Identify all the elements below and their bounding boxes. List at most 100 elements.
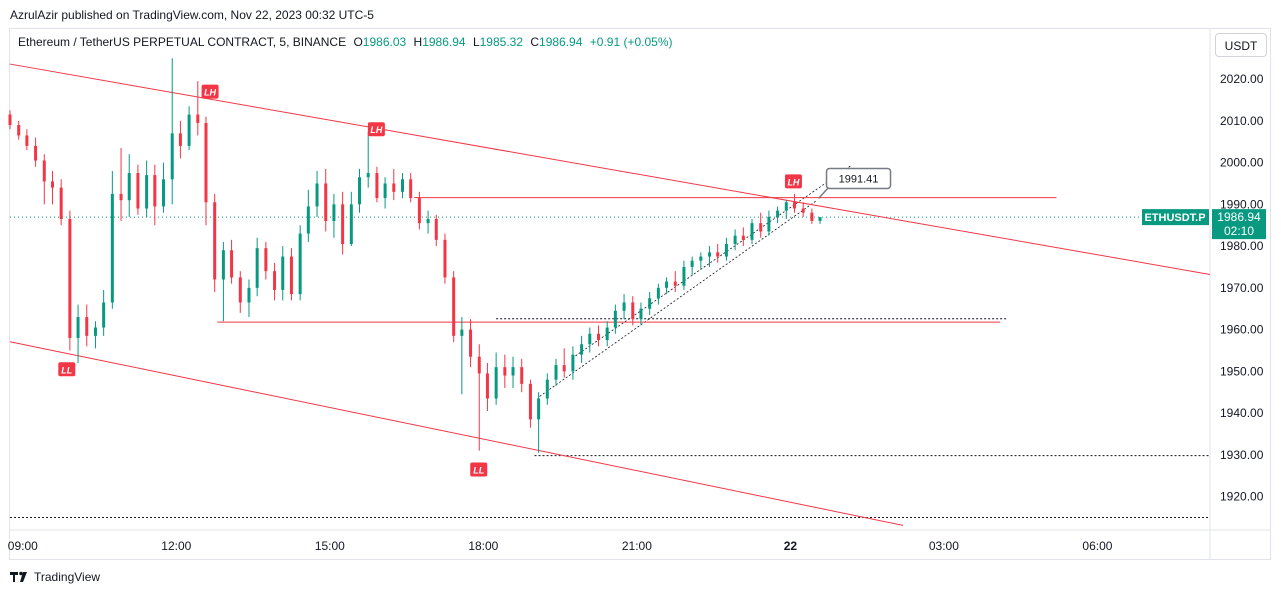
candle-body[interactable] [554,365,558,380]
candle-body[interactable] [273,271,277,290]
candle-body[interactable] [571,354,575,372]
candle-body[interactable] [520,367,524,384]
candle-body[interactable] [400,179,404,192]
candle-body[interactable] [178,133,182,146]
candle-body[interactable] [631,302,635,320]
candle-body[interactable] [417,198,421,224]
candle-body[interactable] [221,250,225,280]
currency-button[interactable]: USDT [1215,33,1267,57]
candle-body[interactable] [42,160,46,182]
candle-body[interactable] [605,327,609,341]
candle-body[interactable] [716,252,720,257]
candle-body[interactable] [68,218,72,338]
candle-body[interactable] [759,223,763,232]
candle-body[interactable] [136,173,140,209]
candle-body[interactable] [434,218,438,240]
candle-body[interactable] [673,281,677,286]
candle-body[interactable] [332,204,336,222]
candle-body[interactable] [50,181,54,188]
symbol-title[interactable]: Ethereum / TetherUS PERPETUAL CONTRACT, … [18,35,347,49]
candle-body[interactable] [341,204,345,245]
candle-body[interactable] [708,252,712,257]
candle-body[interactable] [648,298,652,309]
tradingview-brand[interactable]: TradingView [10,570,100,584]
candle-body[interactable] [588,333,592,345]
candle-body[interactable] [162,179,166,207]
candle-body[interactable] [409,179,413,199]
candle-body[interactable] [776,210,780,217]
candle-body[interactable] [639,308,643,320]
candle-body[interactable] [613,310,617,328]
candle-body[interactable] [170,133,174,180]
candle-body[interactable] [392,183,396,192]
candle-body[interactable] [665,281,669,288]
candle-body[interactable] [656,287,660,299]
candle-body[interactable] [801,208,805,213]
candle-body[interactable] [145,175,149,209]
candle-body[interactable] [213,202,217,280]
candle-body[interactable] [17,125,21,136]
candle-body[interactable] [59,187,63,219]
candle-body[interactable] [818,217,822,221]
candle-body[interactable] [699,256,703,261]
candle-body[interactable] [784,202,788,211]
candle-body[interactable] [460,329,464,336]
candle-body[interactable] [443,239,447,278]
candle-body[interactable] [153,175,157,207]
candle-body[interactable] [255,248,259,288]
candle-body[interactable] [196,114,200,123]
candle-body[interactable] [682,266,686,286]
candle-body[interactable] [315,183,319,207]
candle-body[interactable] [230,250,234,278]
candle-body[interactable] [119,193,123,201]
candle-body[interactable] [750,223,754,240]
candle-body[interactable] [545,379,549,399]
candle-body[interactable] [724,244,728,257]
candle-body[interactable] [733,235,737,245]
candle-body[interactable] [289,256,293,295]
candle-body[interactable] [511,367,515,376]
candle-body[interactable] [580,344,584,355]
candle-body[interactable] [562,365,566,372]
candle-body[interactable] [494,367,498,399]
candle-body[interactable] [528,383,532,420]
candle-body[interactable] [485,373,489,399]
candle-body[interactable] [358,177,362,205]
candle-body[interactable] [596,333,600,341]
candle-body[interactable] [8,114,12,126]
candle-body[interactable] [34,145,38,161]
price-note-box[interactable] [825,167,892,190]
candle-body[interactable] [383,183,387,199]
candle-body[interactable] [349,204,353,245]
candle-body[interactable] [767,216,771,232]
candle-body[interactable] [25,135,29,146]
candle-body[interactable] [622,302,626,311]
candle-body[interactable] [690,260,694,267]
candle-body[interactable] [426,218,430,224]
candle-body[interactable] [298,233,302,295]
candle-body[interactable] [477,356,481,374]
candle-body[interactable] [247,287,251,303]
candle-body[interactable] [76,317,80,338]
candle-body[interactable] [204,122,208,203]
candle-body[interactable] [110,193,114,303]
candle-body[interactable] [187,114,191,146]
candle-body[interactable] [264,248,268,272]
candle-body[interactable] [102,302,106,328]
candle-body[interactable] [238,277,242,303]
candle-body[interactable] [324,183,328,222]
candle-body[interactable] [469,329,473,357]
candle-body[interactable] [375,173,379,199]
candle-body[interactable] [810,212,814,221]
candle-body[interactable] [452,277,456,336]
candle-body[interactable] [366,173,370,178]
candle-body[interactable] [306,206,310,234]
candle-body[interactable] [85,317,89,336]
candle-body[interactable] [93,327,97,336]
candle-body[interactable] [503,367,507,376]
candle-body[interactable] [281,256,285,290]
candle-body[interactable] [537,398,541,420]
candle-body[interactable] [127,173,131,201]
candle-body[interactable] [792,202,796,209]
